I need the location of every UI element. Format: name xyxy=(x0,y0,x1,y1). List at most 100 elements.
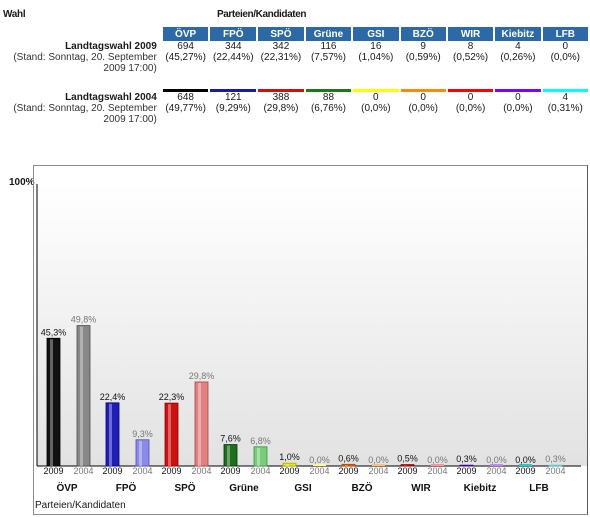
result-cell: 116 (7,57%) xyxy=(310,41,346,63)
bar-2009 xyxy=(223,444,238,467)
category-label: FPÖ xyxy=(116,481,137,494)
bar-series-label: 2004 xyxy=(250,466,270,476)
category-label: BZÖ xyxy=(351,481,372,494)
bar-series-label: 2009 xyxy=(397,466,417,476)
bar-value-label: 1,0% xyxy=(279,452,300,462)
party-color-swatch xyxy=(258,89,304,92)
bar-series-label: 2004 xyxy=(427,466,447,476)
bar-2009 xyxy=(519,464,532,466)
bar-2004 xyxy=(490,464,503,466)
bar-2009 xyxy=(105,402,120,467)
bar-2004 xyxy=(253,446,268,467)
result-cell: 694 (45,27%) xyxy=(165,41,206,63)
bar-value-label: 0,3% xyxy=(545,454,566,464)
party-color-swatch xyxy=(353,89,399,92)
bar-value-label: 0,3% xyxy=(456,454,477,464)
bar-value-label: 45,3% xyxy=(41,327,67,337)
bar-series-label: 2009 xyxy=(43,466,63,476)
bar-value-label: 29,8% xyxy=(189,371,215,381)
result-cell: 4 (0,31%) xyxy=(547,92,583,114)
bar-series-label: 2004 xyxy=(191,466,211,476)
bar-2004 xyxy=(76,325,91,467)
result-cell: 342 (22,31%) xyxy=(260,41,302,63)
bar-value-label: 22,4% xyxy=(100,392,126,402)
category-label: GSI xyxy=(294,483,311,494)
bar-series-label: 2004 xyxy=(309,466,329,476)
result-cell: 0 (0,0%) xyxy=(550,41,581,63)
bar-2004 xyxy=(135,439,150,467)
party-color-swatch xyxy=(305,89,352,92)
bar-value-label: 9,3% xyxy=(132,429,153,439)
bar-2009 xyxy=(164,402,179,467)
bar-highlight xyxy=(257,447,260,466)
bar-series-label: 2004 xyxy=(545,466,565,476)
category-label: LFB xyxy=(529,483,548,494)
bar-value-label: 0,0% xyxy=(427,455,448,465)
results-table: ÖVP FPÖ SPÖ Grüne GSI BZÖ WIR Kiebitz LF… xyxy=(4,27,590,128)
result-cell: 648 (49,77%) xyxy=(165,92,206,114)
category-label: Kiebitz xyxy=(464,483,497,494)
party-header-bzoe: BZÖ xyxy=(400,27,446,41)
bar-value-label: 7,6% xyxy=(220,434,241,444)
bar-highlight xyxy=(168,404,171,466)
party-header-lfb: LFB xyxy=(542,27,588,41)
category-label: WIR xyxy=(411,483,431,494)
party-color-swatch xyxy=(542,89,588,92)
bar-2009 xyxy=(46,337,61,467)
bar-highlight xyxy=(80,326,83,466)
result-cell: 16 (1,04%) xyxy=(358,41,394,63)
wahl-header: Wahl xyxy=(3,9,26,20)
bar-2004 xyxy=(313,464,326,466)
bar-series-label: 2004 xyxy=(368,466,388,476)
party-header-spoe: SPÖ xyxy=(258,27,304,41)
party-header-gruene: Grüne xyxy=(305,27,352,41)
party-header-gsi: GSI xyxy=(353,27,399,41)
result-cell: 0 (0,0%) xyxy=(503,92,533,114)
category-label: ÖVP xyxy=(56,481,77,494)
party-color-swatch xyxy=(400,89,446,92)
bar-series-label: 2009 xyxy=(220,466,240,476)
bar-value-label: 0,0% xyxy=(515,455,536,465)
party-header-row: ÖVP FPÖ SPÖ Grüne GSI BZÖ WIR Kiebitz LF… xyxy=(6,27,588,41)
election-label: Landtagswahl 2009 (Stand: Sonntag, 20. S… xyxy=(6,41,161,77)
party-color-swatch xyxy=(495,89,541,92)
x-axis-title: Parteien/Kandidaten xyxy=(35,500,126,511)
election-title: Landtagswahl 2004 xyxy=(65,92,157,103)
category-label: SPÖ xyxy=(174,481,195,494)
y-axis-max-label: 100% xyxy=(9,177,35,188)
bar-value-label: 0,5% xyxy=(397,454,418,464)
bar-series-label: 2009 xyxy=(338,466,358,476)
bar-2009 xyxy=(459,464,474,467)
bar-value-label: 49,8% xyxy=(71,315,97,325)
result-cell: 0 (0,0%) xyxy=(361,92,391,114)
bar-value-label: 22,3% xyxy=(159,392,185,402)
party-color-line xyxy=(6,89,588,92)
result-cell: 121 (9,29%) xyxy=(215,92,251,114)
bar-series-label: 2009 xyxy=(456,466,476,476)
election-stand: (Stand: Sonntag, 20. September 2009 17:0… xyxy=(13,103,157,125)
election-label: Landtagswahl 2004 (Stand: Sonntag, 20. S… xyxy=(6,92,161,128)
result-cell: 8 (0,52%) xyxy=(453,41,489,63)
category-label: Grüne xyxy=(229,483,259,494)
party-header-oevp: ÖVP xyxy=(162,27,209,41)
bar-2004 xyxy=(548,464,563,467)
bar-2009 xyxy=(282,462,297,467)
result-cell: 4 (0,26%) xyxy=(500,41,536,63)
result-cell: 344 (22,44%) xyxy=(213,41,254,63)
bar-series-label: 2004 xyxy=(73,466,93,476)
bar-value-label: 6,8% xyxy=(250,436,271,446)
bar-highlight xyxy=(109,403,112,466)
bar-series-label: 2009 xyxy=(102,466,122,476)
parteien-header: Parteien/Kandidaten xyxy=(217,9,307,20)
bar-2009 xyxy=(341,463,356,467)
bar-highlight xyxy=(345,465,348,466)
bar-2004 xyxy=(194,381,209,467)
bar-value-label: 0,0% xyxy=(309,455,330,465)
election-row-2004: Landtagswahl 2004 (Stand: Sonntag, 20. S… xyxy=(6,92,588,128)
party-color-swatch xyxy=(210,89,257,92)
election-stand: (Stand: Sonntag, 20. September 2009 17:0… xyxy=(13,52,157,74)
bar-2004 xyxy=(372,464,385,466)
bar-2009 xyxy=(400,464,415,467)
bar-series-label: 2004 xyxy=(132,466,152,476)
party-color-swatch xyxy=(162,89,209,92)
